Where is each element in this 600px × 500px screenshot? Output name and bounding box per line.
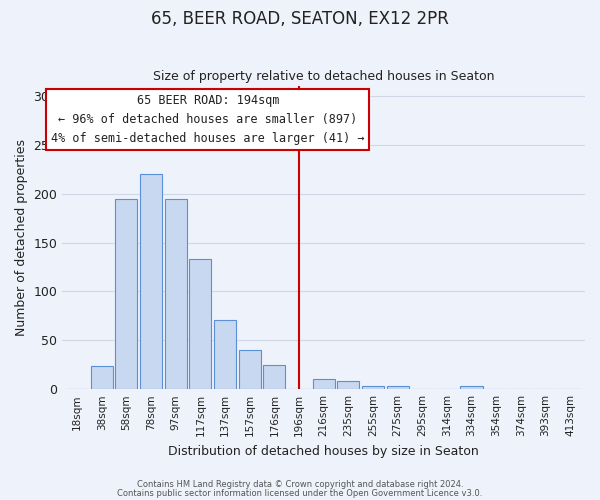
- Bar: [263, 364, 286, 389]
- Bar: [386, 386, 409, 389]
- Text: Contains public sector information licensed under the Open Government Licence v3: Contains public sector information licen…: [118, 488, 482, 498]
- Bar: [214, 320, 236, 389]
- Text: Contains HM Land Registry data © Crown copyright and database right 2024.: Contains HM Land Registry data © Crown c…: [137, 480, 463, 489]
- Bar: [239, 350, 261, 389]
- Title: Size of property relative to detached houses in Seaton: Size of property relative to detached ho…: [153, 70, 494, 84]
- Bar: [337, 382, 359, 389]
- Bar: [362, 386, 384, 389]
- Text: 65, BEER ROAD, SEATON, EX12 2PR: 65, BEER ROAD, SEATON, EX12 2PR: [151, 10, 449, 28]
- Text: 65 BEER ROAD: 194sqm
← 96% of detached houses are smaller (897)
4% of semi-detac: 65 BEER ROAD: 194sqm ← 96% of detached h…: [51, 94, 365, 145]
- Y-axis label: Number of detached properties: Number of detached properties: [15, 139, 28, 336]
- Bar: [115, 198, 137, 389]
- Bar: [189, 259, 211, 389]
- Bar: [140, 174, 162, 389]
- Bar: [313, 380, 335, 389]
- Bar: [460, 386, 482, 389]
- Bar: [91, 366, 113, 389]
- Bar: [164, 198, 187, 389]
- X-axis label: Distribution of detached houses by size in Seaton: Distribution of detached houses by size …: [168, 444, 479, 458]
